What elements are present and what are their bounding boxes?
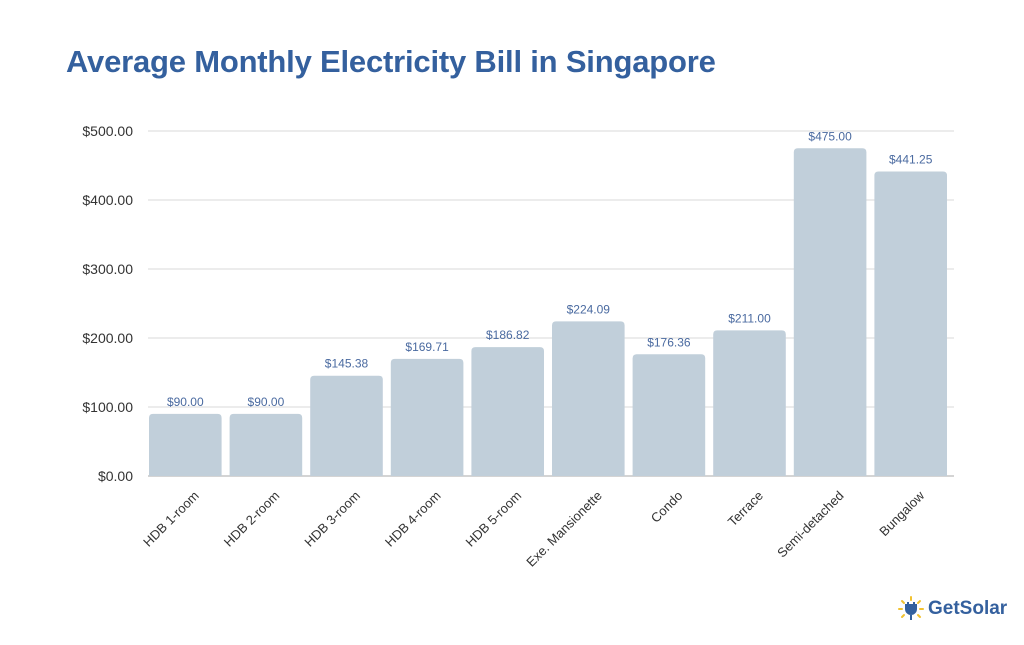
data-label: $186.82 [486,328,530,342]
data-label: $176.36 [647,335,691,349]
bar [149,413,222,476]
y-tick-label: $200.00 [82,330,133,346]
y-tick-label: $0.00 [98,468,133,484]
x-tick-label: Bungalow [876,488,927,539]
bar [471,347,544,476]
getsolar-logo: GetSolar [898,596,1007,622]
data-label: $224.09 [567,302,611,316]
data-label: $211.00 [728,311,771,325]
data-label: $169.71 [405,340,449,354]
data-label: $90.00 [167,395,204,409]
solar-plug-icon [898,596,924,620]
brand-name: GetSolar [928,598,1008,619]
data-label: $475.00 [808,129,852,143]
x-tick-label: Terrace [725,488,766,529]
data-label: $90.00 [248,395,285,409]
chart-title: Average Monthly Electricity Bill in Sing… [66,44,716,79]
data-label: $441.25 [889,153,933,167]
data-label: $145.38 [325,357,369,371]
bar [874,171,947,476]
bar [552,321,625,476]
bar [310,375,383,476]
x-tick-label: HDB 1-room [140,488,202,550]
x-tick-label: HDB 5-room [463,488,525,550]
y-tick-label: $400.00 [82,192,133,208]
y-tick-label: $300.00 [82,261,133,277]
y-tick-label: $500.00 [82,123,133,139]
x-tick-label: HDB 2-room [221,488,283,550]
x-tick-label: HDB 3-room [301,488,363,550]
bar [390,358,464,476]
x-tick-label: Semi-detached [774,488,846,560]
bar [229,413,303,476]
x-tick-label: HDB 4-room [382,488,444,550]
y-tick-label: $100.00 [82,399,133,415]
bar [632,354,706,476]
x-tick-label: Condo [648,488,686,526]
bar [793,148,867,476]
x-tick-label: Exe. Mansionette [523,488,605,570]
bar [713,330,786,476]
